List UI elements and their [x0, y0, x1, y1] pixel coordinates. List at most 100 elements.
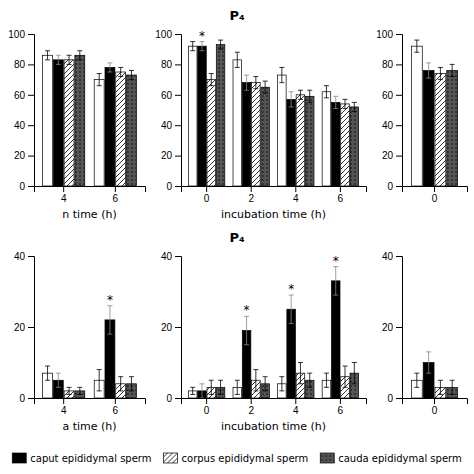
series [435, 67, 446, 186]
y-tick-label: 100 [155, 29, 172, 40]
y-tick-mark [175, 186, 181, 187]
bar [198, 46, 207, 186]
plot-area [43, 306, 137, 398]
y-tick: 40 [14, 251, 34, 262]
series [423, 63, 434, 186]
y-tick: 0 [166, 393, 181, 404]
x-axis: 46 [35, 398, 146, 416]
x-tick-label: 6 [113, 405, 119, 416]
y-tick: 40 [14, 120, 34, 131]
x-axis-line [35, 187, 146, 193]
y-tick-mark [175, 95, 181, 96]
y-tick-mark [175, 156, 181, 157]
error-bar [97, 74, 102, 86]
x-axis: 0246 [182, 186, 367, 204]
bar [43, 55, 53, 186]
y-tick-mark [175, 34, 181, 35]
error-bar [253, 370, 258, 391]
x-tick: 0 [204, 398, 210, 416]
series [198, 267, 340, 398]
x-tick-mark [63, 186, 64, 192]
x-tick-label: 6 [113, 193, 119, 204]
y-tick: 40 [161, 120, 181, 131]
x-tick-mark [115, 186, 116, 192]
bar [296, 95, 305, 186]
series [188, 42, 330, 186]
error-bar [438, 67, 443, 79]
y-tick-label: 40 [382, 120, 394, 131]
annotation: * [199, 29, 205, 43]
error-bar [209, 380, 214, 394]
panel: 020400 [382, 251, 468, 416]
y-tick: 0 [387, 393, 402, 404]
bar [350, 107, 359, 186]
annotation: * [244, 303, 250, 317]
error-bar [190, 42, 195, 51]
bar [53, 60, 63, 186]
series [423, 352, 434, 398]
panel: 020400246***incubation time (h) [161, 251, 367, 433]
y-axis-line [28, 35, 35, 187]
x-axis-line [403, 187, 468, 193]
title: P₄ [229, 8, 245, 23]
y-axis-line [396, 257, 403, 399]
y-tick: 60 [161, 90, 181, 101]
annotation: * [107, 293, 113, 307]
error-bar [426, 352, 431, 373]
y-tick-mark [175, 125, 181, 126]
x-tick-label: 4 [61, 193, 67, 204]
x-axis: 0 [403, 398, 468, 416]
error-bar [426, 63, 431, 78]
x-tick: 0 [204, 186, 210, 204]
series [188, 373, 330, 398]
y-tick: 60 [382, 90, 402, 101]
series [411, 40, 422, 186]
x-tick: 4 [293, 398, 299, 416]
error-bar [414, 373, 419, 387]
error-bar [450, 380, 455, 394]
error-bar [77, 387, 82, 394]
bar [105, 67, 115, 186]
error-bar [298, 363, 303, 384]
error-bar [253, 77, 258, 89]
y-tick-label: 60 [161, 90, 173, 101]
error-bar [352, 102, 357, 111]
x-tick-label: 0 [432, 405, 438, 416]
series [216, 40, 358, 186]
y-axis-line [175, 35, 182, 187]
y-tick-label: 80 [14, 59, 26, 70]
x-tick: 4 [61, 398, 67, 416]
y-tick: 0 [166, 181, 181, 192]
legend-label: cauda epididymal sperm [338, 453, 462, 464]
error-bar [218, 380, 223, 394]
panel: 0204060801000 [376, 29, 467, 204]
bar [207, 80, 216, 186]
y-tick-mark [175, 327, 181, 328]
error-bar [190, 387, 195, 394]
error-bar [45, 51, 50, 60]
x-tick: 4 [61, 186, 67, 204]
y-tick-label: 20 [14, 322, 26, 333]
y-tick-label: 40 [14, 251, 26, 262]
y-tick-label: 20 [14, 150, 26, 161]
bar [341, 104, 350, 186]
y-tick-mark [396, 256, 402, 257]
x-tick-label: 0 [204, 193, 210, 204]
y-tick: 100 [155, 29, 181, 40]
error-bar [438, 380, 443, 394]
x-tick-mark [206, 398, 207, 404]
bar [305, 96, 314, 186]
y-tick-mark [28, 256, 34, 257]
x-tick-mark [434, 186, 435, 192]
y-tick-label: 0 [166, 393, 172, 404]
y-axis: 02040 [382, 251, 403, 404]
bar [331, 281, 340, 398]
y-tick-label: 0 [19, 181, 25, 192]
y-tick-label: 20 [382, 150, 394, 161]
error-bar [56, 373, 61, 387]
error-bar [45, 366, 50, 380]
y-tick: 80 [382, 59, 402, 70]
y-tick-mark [28, 34, 34, 35]
x-axis: 0 [403, 186, 468, 204]
y-tick-mark [28, 186, 34, 187]
